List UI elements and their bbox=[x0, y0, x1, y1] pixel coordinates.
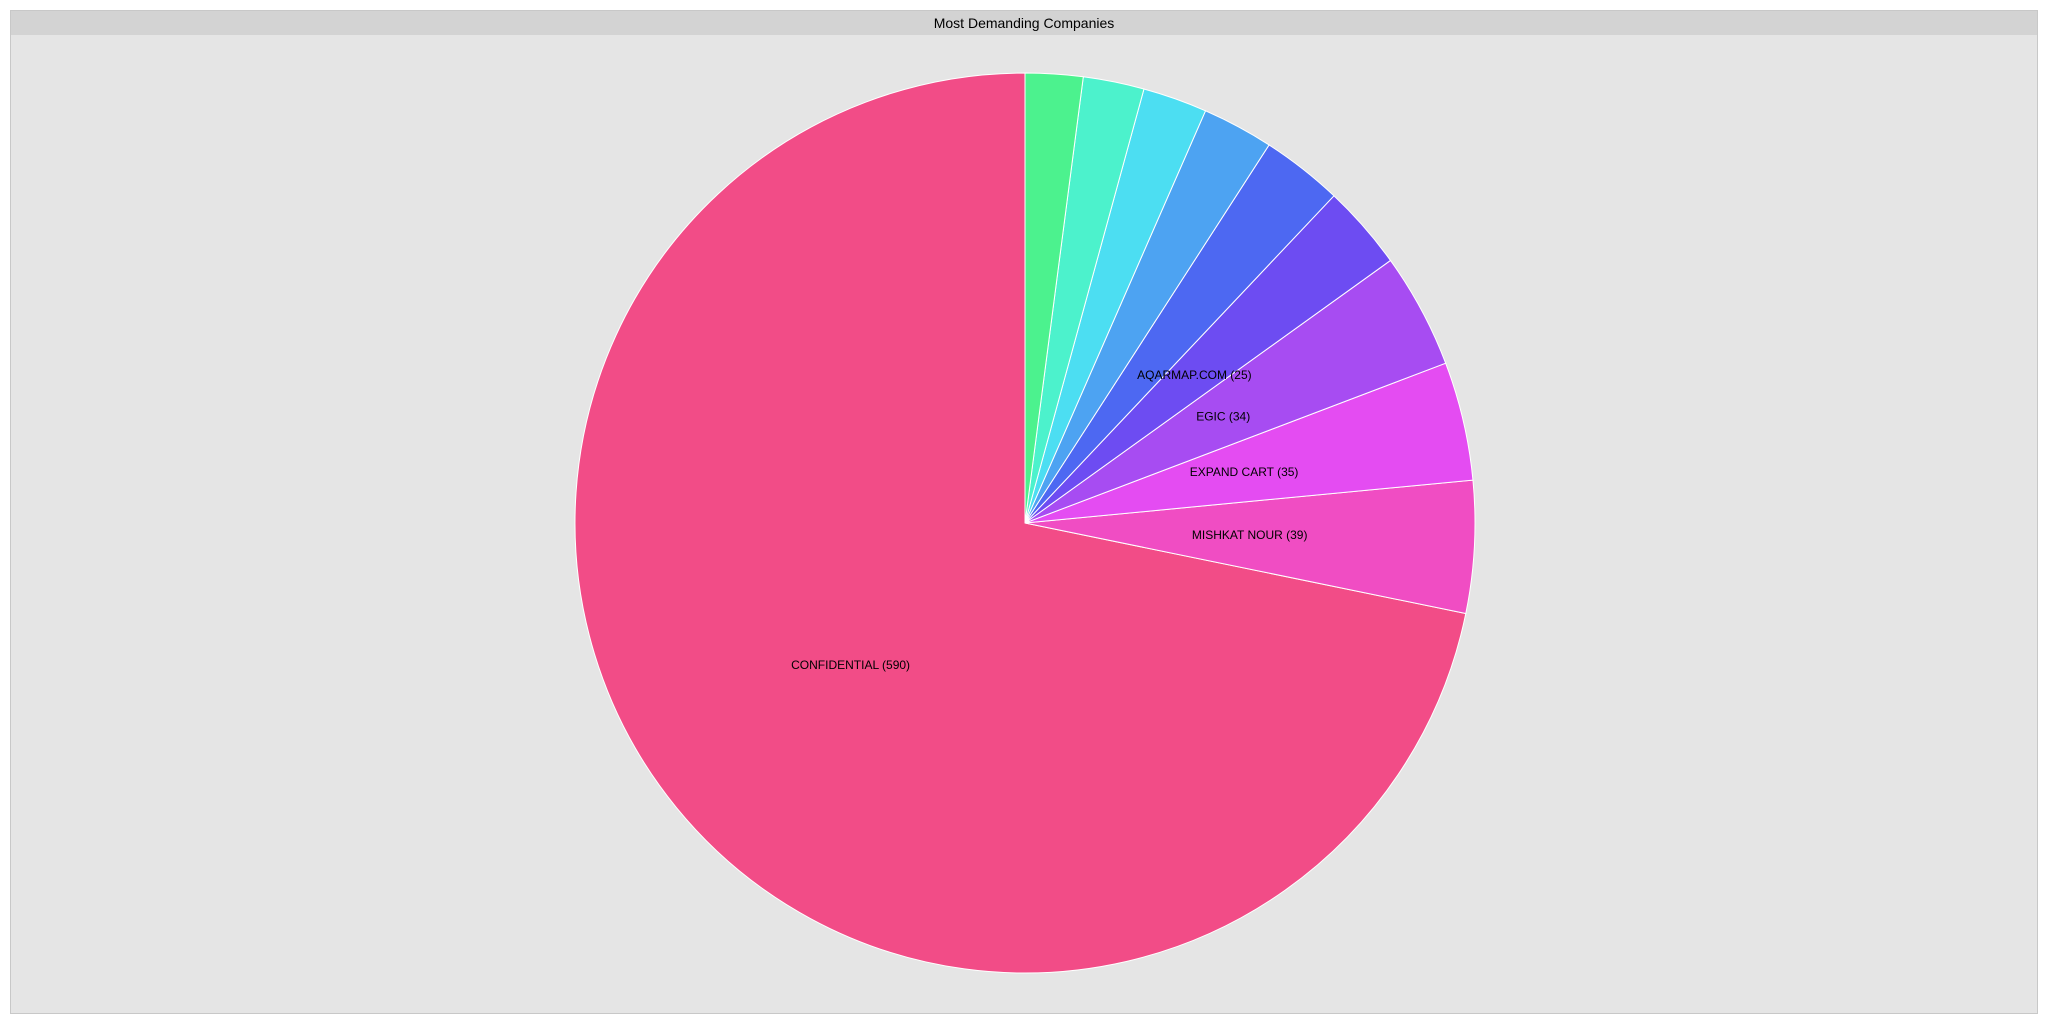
slice-label-egic: EGIC (34) bbox=[1196, 410, 1250, 424]
pie-chart: CONFIDENTIAL (590) MISHKAT NOUR (39) EXPAN… bbox=[574, 72, 1476, 974]
slice-label-expand-cart: EXPAND CART (35) bbox=[1190, 465, 1299, 479]
slice-label-aqarmap-com: AQARMAP.COM (25) bbox=[1137, 368, 1251, 382]
chart-title: Most Demanding Companies bbox=[933, 15, 1115, 31]
slice-label-mishkat-nour: MISHKAT NOUR (39) bbox=[1192, 528, 1308, 542]
chart-title-bar: Most Demanding Companies bbox=[11, 11, 2037, 35]
slice-label-confidential: CONFIDENTIAL (590) bbox=[791, 658, 910, 672]
pie-slice-confidential bbox=[574, 72, 1467, 974]
pie-slice-unlabeled-9 bbox=[1024, 72, 1084, 524]
chart-panel: Most Demanding Companies CONFIDENTIAL (5… bbox=[10, 10, 2038, 1014]
